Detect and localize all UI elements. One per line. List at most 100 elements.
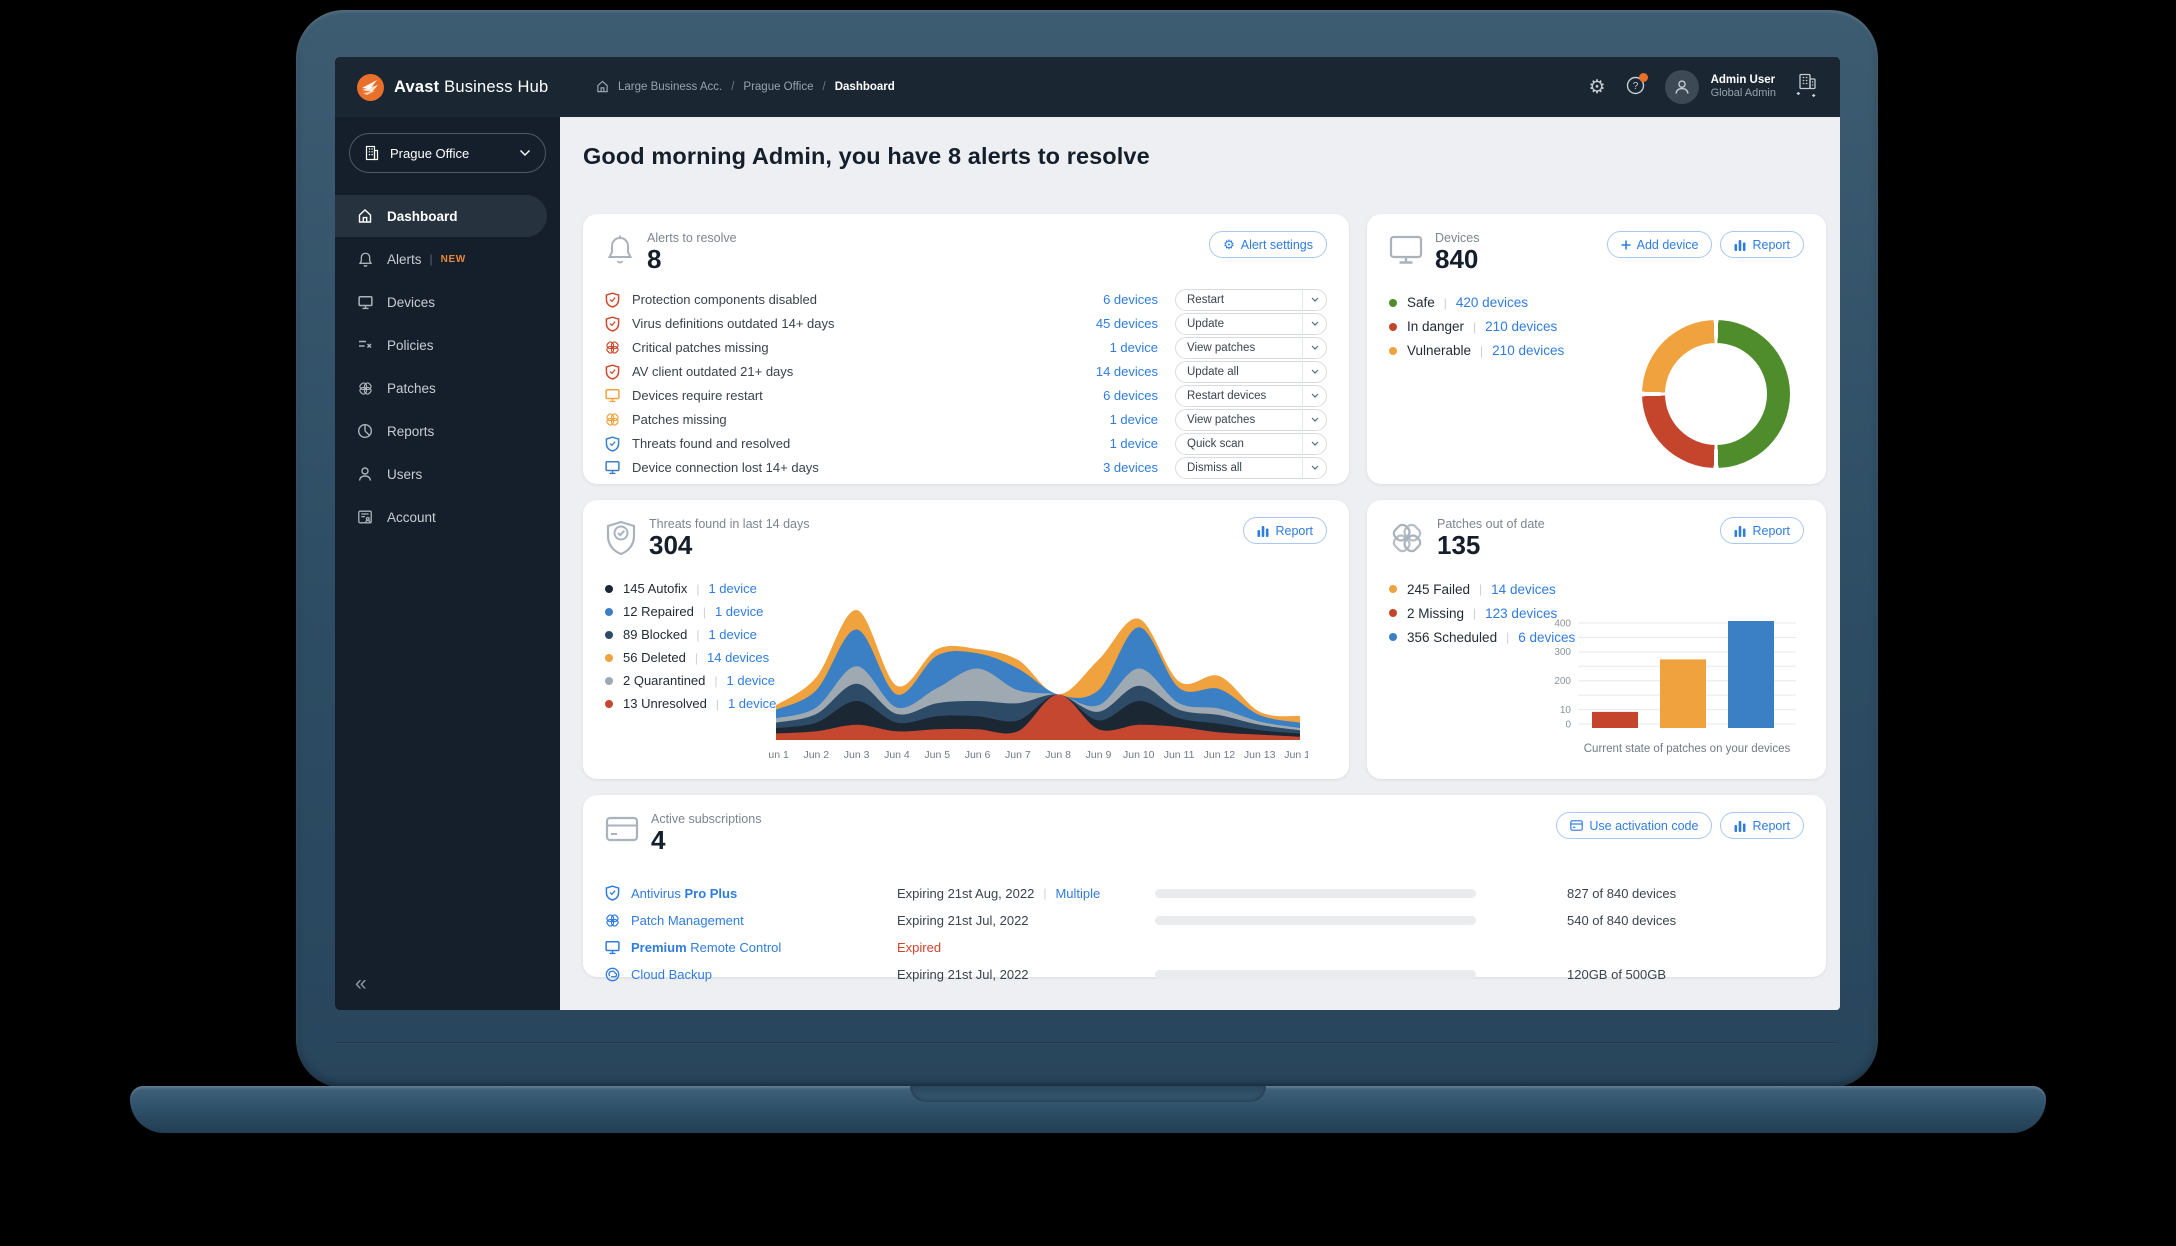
pie-icon [356,423,374,439]
alert-action-select[interactable]: Restart [1175,288,1327,311]
svg-text:Current state of patches on yo: Current state of patches on your devices [1584,743,1791,755]
subscriptions-report-button[interactable]: Report [1720,812,1804,839]
legend-devices-link[interactable]: 123 devices [1485,605,1558,621]
org-selector-label: Prague Office [390,145,470,161]
sidebar-collapse-icon[interactable]: « [355,972,367,995]
help-icon[interactable]: ? [1626,72,1648,99]
alert-devices-link[interactable]: 45 devices [1095,316,1158,332]
alerts-count: 8 [647,244,662,274]
breadcrumb-item[interactable]: Large Business Acc. [618,81,723,93]
subscription-name-link[interactable]: Premium Remote Control [605,940,897,955]
monitor-icon [356,295,374,310]
patches-card-label: Patches out of date [1437,517,1545,531]
svg-text:Jun 8: Jun 8 [1045,749,1071,761]
legend-devices-link[interactable]: 1 device [727,696,777,711]
add-device-button[interactable]: Add device [1606,231,1713,258]
devices-donut-chart[interactable] [1642,320,1790,468]
building-icon [365,145,379,161]
alert-devices-link[interactable]: 6 devices [1103,292,1158,308]
sidebar-item-patches[interactable]: Patches [335,367,560,409]
legend-devices-link[interactable]: 14 devices [707,650,770,665]
alert-action-select[interactable]: View patches [1175,408,1327,431]
threats-report-button[interactable]: Report [1243,517,1327,544]
patches-report-button[interactable]: Report [1720,517,1804,544]
use-activation-code-button[interactable]: Use activation code [1556,812,1713,839]
sidebar-item-alerts[interactable]: Alerts | NEW [335,238,560,280]
account-icon [356,509,374,525]
threats-area-chart[interactable]: Jun 1 Jun 2 Jun 3 Jun 4 Jun 5 Jun 6 Jun 7 Jun 8… [763,602,1316,769]
chevron-down-icon [1302,433,1326,454]
user-role: Global Admin [1710,87,1776,100]
brand-name: Avast Business Hub [394,77,549,96]
avatar[interactable] [1664,70,1699,104]
alert-action-select[interactable]: Update all [1175,360,1327,383]
subscriptions-card-label: Active subscriptions [651,812,762,826]
patch-icon [605,412,621,427]
legend-devices-link[interactable]: 1 device [708,581,757,596]
legend-dot [1389,298,1397,307]
legend-devices-link[interactable]: 1 device [726,673,775,688]
svg-text:Jun 14: Jun 14 [1284,749,1308,761]
sidebar-item-account[interactable]: Account [335,496,560,538]
threats-legend: 145 Autofix | 1 device 12 Repaired | 1 device… [605,577,1327,715]
settings-gear-icon[interactable]: ⚙ [1588,76,1606,98]
sidebar-item-devices[interactable]: Devices [335,281,560,323]
alert-devices-link[interactable]: 3 devices [1103,460,1158,476]
alert-row: Protection components disabled 6 devices R… [605,288,1327,312]
alert-action-select[interactable]: View patches [1175,336,1327,359]
legend-devices-link[interactable]: 210 devices [1492,343,1565,359]
svg-text:Jun 5: Jun 5 [924,749,950,761]
company-switcher-icon[interactable] [1796,73,1818,101]
org-selector[interactable]: Prague Office [349,133,546,173]
alert-action-select[interactable]: Restart devices [1175,384,1327,407]
legend-row: In danger | 210 devices [1389,315,1804,339]
alert-label: Virus definitions outdated 14+ days [632,316,835,332]
alert-devices-link[interactable]: 1 device [1109,340,1158,356]
breadcrumb-item[interactable]: Prague Office [743,81,814,93]
subscription-name-link[interactable]: Antivirus Pro Plus [605,885,897,902]
multiple-link[interactable]: Multiple [1055,885,1101,901]
legend-devices-link[interactable]: 1 device [708,627,757,642]
devices-report-button[interactable]: Report [1720,231,1804,258]
sidebar-item-dashboard[interactable]: Dashboard [335,195,547,237]
legend-devices-link[interactable]: 420 devices [1455,295,1528,311]
alert-devices-link[interactable]: 14 devices [1095,364,1158,380]
alert-label: Protection components disabled [632,292,818,308]
report-bars-icon [1734,239,1746,251]
devices-legend: Safe | 420 devices In danger | 210 devices Vul… [1389,291,1804,363]
patches-bar-chart[interactable]: 400 300 200 10 0 Current state of patches on … [1540,614,1802,765]
alert-devices-link[interactable]: 1 device [1109,412,1158,428]
sidebar-item-policies[interactable]: Policies [335,324,560,366]
subscription-usage: 827 of 840 devices [1567,885,1677,901]
alert-action-select[interactable]: Update [1175,312,1327,335]
alert-label: Device connection lost 14+ days [632,460,819,476]
alert-settings-button[interactable]: ⚙ Alert settings [1209,231,1327,258]
subscription-name-link[interactable]: Cloud Backup [605,967,897,982]
legend-devices-link[interactable]: 210 devices [1485,319,1558,335]
alert-action-select[interactable]: Quick scan [1175,432,1327,455]
alert-devices-link[interactable]: 1 device [1109,436,1158,452]
alert-devices-link[interactable]: 6 devices [1103,388,1158,404]
svg-text:Jun 11: Jun 11 [1164,749,1195,761]
legend-devices-link[interactable]: 6 devices [1518,629,1576,645]
legend-devices-link[interactable]: 14 devices [1491,581,1556,597]
subscription-name-link[interactable]: Patch Management [605,913,897,928]
legend-devices-link[interactable]: 1 device [714,604,764,619]
subscription-progress-bar [1155,915,1476,925]
subscription-usage: 540 of 840 devices [1567,912,1677,928]
sidebar-item-users[interactable]: Users [335,453,560,495]
laptop-hinge [336,1042,1838,1044]
breadcrumb: Large Business Acc. / Prague Office / Da… [596,80,895,95]
legend-label: 13 Unresolved [623,696,707,711]
svg-text:Jun 7: Jun 7 [1005,749,1031,761]
alert-action-select[interactable]: Dismiss all [1175,456,1327,479]
svg-text:Jun 10: Jun 10 [1123,749,1155,761]
threats-card-label: Threats found in last 14 days [649,517,810,531]
legend-label: Safe [1407,295,1435,311]
topbar-actions: ⚙ ? Admin User Global Admin [1589,70,1818,104]
threats-count: 304 [649,530,693,560]
sidebar-item-reports[interactable]: Reports [335,410,560,452]
user-info[interactable]: Admin User Global Admin [1711,73,1776,101]
svg-text:Jun 4: Jun 4 [884,749,910,761]
legend-row: 2 Quarantined | 1 device [605,669,1327,692]
